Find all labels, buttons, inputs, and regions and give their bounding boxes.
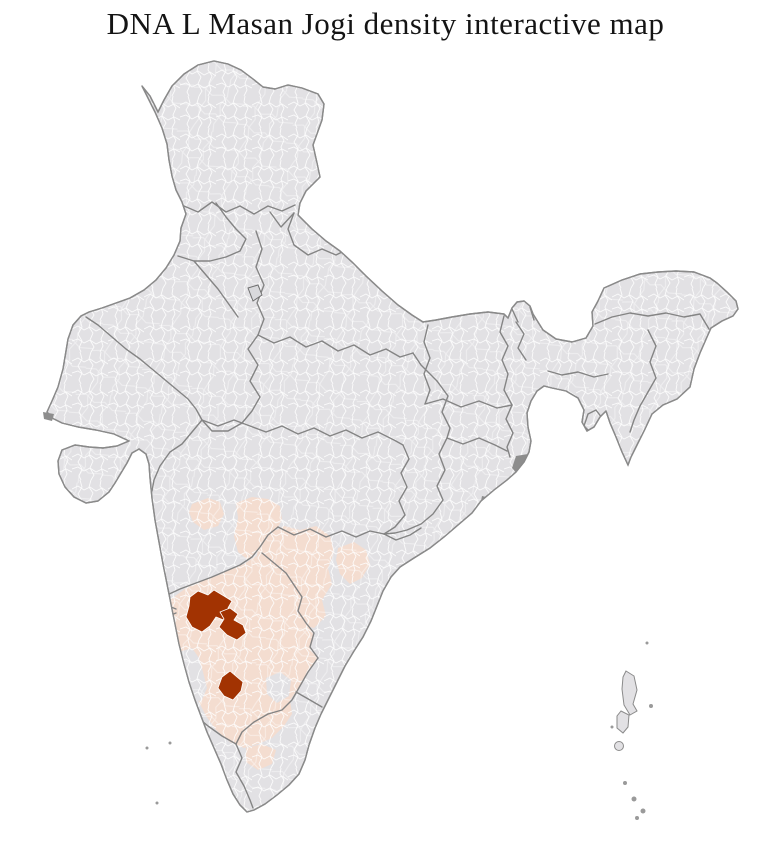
islet-dot [635, 816, 639, 820]
district-boundary-mesh-2 [47, 61, 738, 812]
high-density-districts[interactable] [185, 589, 247, 701]
islet-dot [623, 781, 627, 785]
kutch-creek-patch [43, 412, 54, 421]
islet-dot [631, 796, 637, 802]
coastline-outline [46, 60, 739, 813]
delhi-territory[interactable] [247, 284, 263, 302]
islet-dot [168, 741, 172, 745]
island[interactable] [616, 710, 630, 734]
mainland-india[interactable] [35, 50, 750, 840]
high-density-district-2[interactable] [218, 607, 247, 641]
state-borders [85, 196, 710, 809]
island[interactable] [614, 741, 624, 751]
lakshadweep-islands[interactable] [145, 741, 172, 805]
islet-dot [640, 808, 646, 814]
high-density-district-3[interactable] [217, 670, 244, 701]
andaman-nicobar-islands[interactable] [610, 641, 654, 821]
island[interactable] [621, 670, 638, 716]
islet-dot [145, 746, 149, 750]
page-title: DNA L Masan Jogi density interactive map [106, 6, 665, 41]
islet-dot [155, 801, 159, 805]
islet-dot [649, 704, 653, 708]
islet-dot [610, 725, 614, 729]
islet-dot [645, 641, 649, 645]
